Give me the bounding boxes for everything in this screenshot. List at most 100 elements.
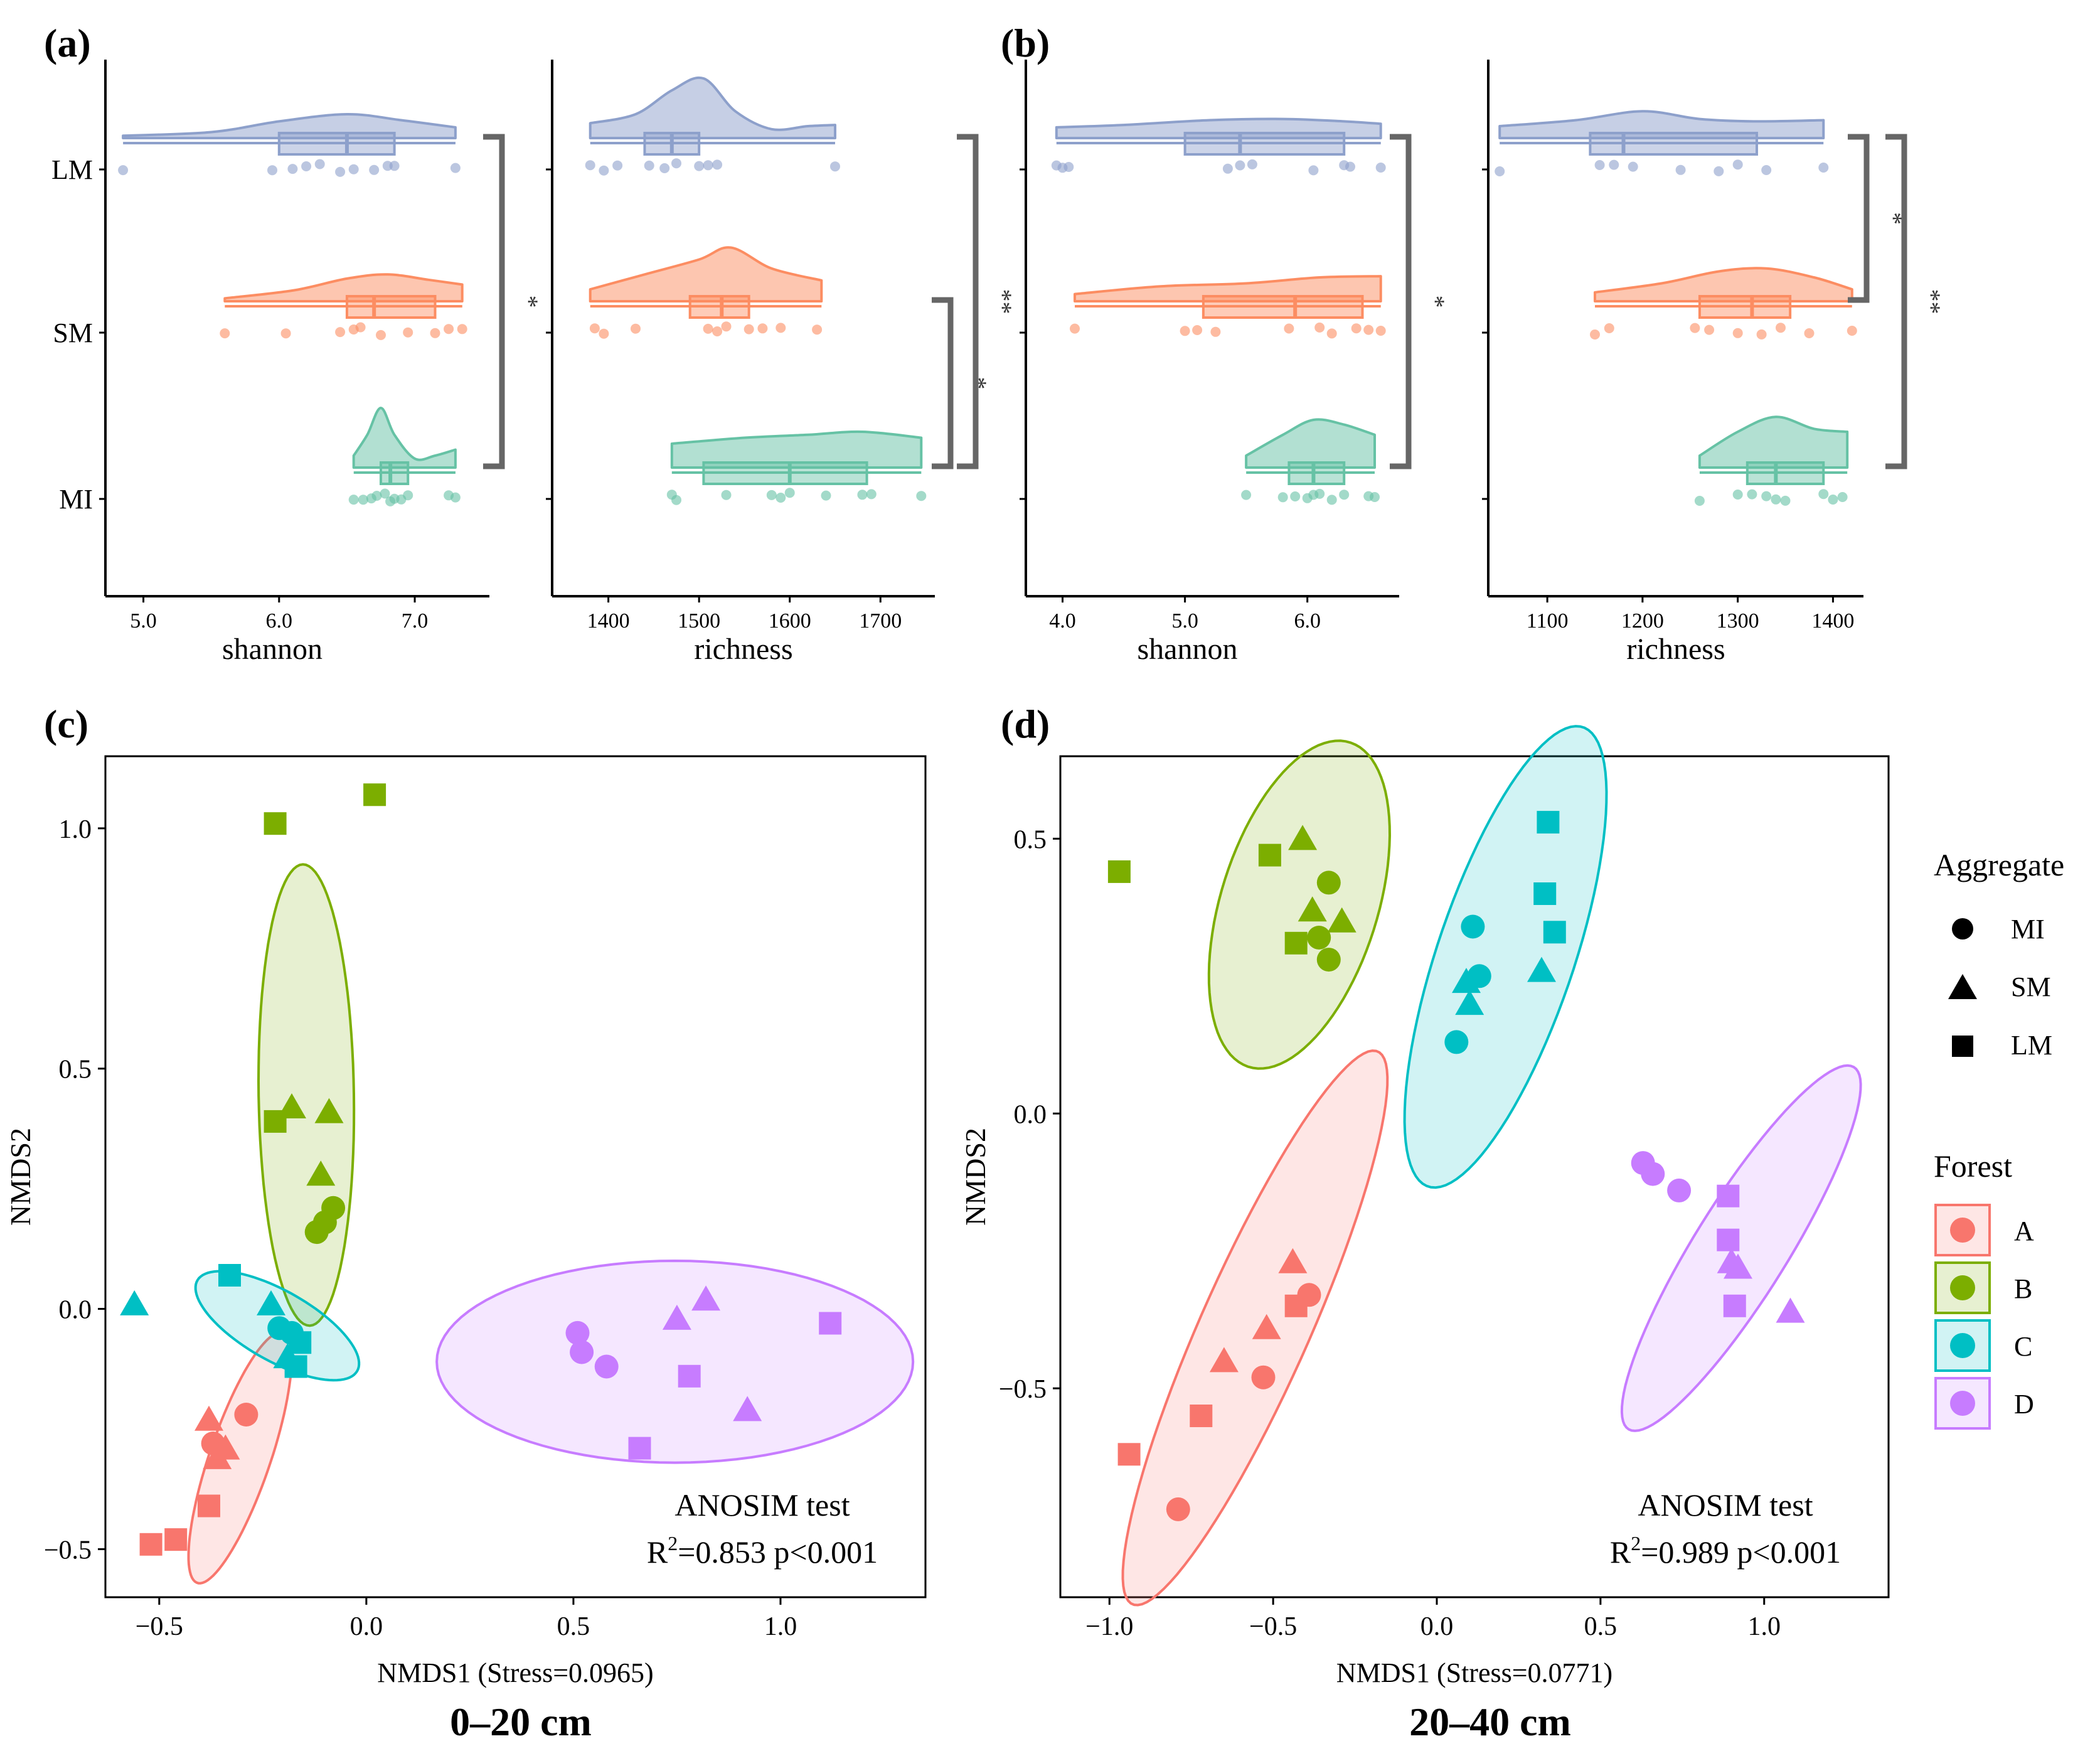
rain-point [1828, 495, 1838, 505]
point-sm-d [691, 1285, 721, 1311]
y-axis-title: NMDS2 [959, 1128, 991, 1226]
rain-point [457, 324, 467, 335]
rain-point [430, 328, 440, 338]
raincloud-b-shannon: 4.0 5.0 6.0 shannon * [1020, 60, 1450, 666]
rain-point [612, 160, 623, 171]
rain-point [220, 328, 230, 339]
significance-bracket [483, 134, 505, 469]
legend-key-dot-a [1950, 1218, 1975, 1243]
rain-point [1363, 324, 1374, 335]
rain-point [1704, 324, 1715, 335]
legend-aggregate-title: Aggregate [1934, 847, 2064, 882]
point-lm-a [164, 1528, 188, 1551]
density-mi [352, 407, 457, 469]
y-tick-label: −0.5 [44, 1536, 92, 1565]
rain-point [776, 323, 786, 333]
point-lm-a [1190, 1405, 1213, 1427]
rain-point [757, 323, 768, 334]
density-lm [1498, 110, 1825, 139]
point-lm-c [289, 1331, 312, 1354]
significance-label: ** [989, 289, 1017, 314]
rain-point [1594, 160, 1605, 170]
rain-point [403, 327, 413, 338]
rain-point [589, 323, 600, 334]
x-tick-label: 6.0 [266, 609, 293, 633]
point-lm-d [1723, 1294, 1746, 1317]
x-tick-label: 4.0 [1049, 609, 1076, 633]
significance-label: ** [1917, 289, 1946, 314]
point-sm-c [1452, 968, 1481, 993]
x-tick-label: 6.0 [1294, 609, 1321, 633]
point-mi-d [570, 1340, 594, 1364]
point-lm-c [218, 1264, 241, 1287]
rain-point [314, 159, 325, 169]
rain-point [1326, 495, 1337, 505]
point-sm-b [277, 1093, 306, 1118]
density-lm [589, 76, 836, 139]
point-sm-b [314, 1098, 344, 1123]
point-sm-b [1327, 907, 1356, 933]
raincloud-group-sm [1590, 267, 1857, 340]
point-lm-d [1717, 1228, 1740, 1251]
x-tick-label: 7.0 [402, 609, 429, 633]
legend-key-a [1934, 1204, 1991, 1256]
rain-point [371, 491, 382, 501]
x-tick-label: 1600 [769, 609, 811, 633]
y-tick-label: −0.5 [999, 1375, 1047, 1404]
raincloud-group-sm [589, 246, 823, 339]
rain-point [1732, 490, 1743, 500]
rain-point [1370, 492, 1380, 502]
rain-point [1747, 489, 1757, 500]
point-mi-a [1251, 1365, 1276, 1389]
ellipse-forest-d [1620, 1064, 1862, 1432]
legend-square-symbol [1952, 1036, 1973, 1057]
y-tick-label: SM [53, 318, 93, 348]
anosim-stats: R2=0.989 p<0.001 [1610, 1532, 1841, 1570]
point-sm-d [733, 1396, 762, 1421]
y-tick-label: 0.0 [59, 1296, 92, 1325]
x-tick-label: 0.5 [1584, 1612, 1618, 1641]
rain-point [1284, 323, 1294, 334]
point-lm-b [264, 812, 287, 835]
anosim-stats: R2=0.853 p<0.001 [647, 1532, 878, 1570]
legend-triangle-symbol [1948, 974, 1977, 999]
x-tick-label: 1700 [859, 609, 902, 633]
point-mi-d [594, 1354, 619, 1379]
rain-point [631, 323, 641, 334]
panel-label-d: (d) [1001, 702, 1050, 746]
box-mi [1746, 461, 1825, 485]
rain-point [403, 490, 413, 501]
point-sm-c [1455, 990, 1484, 1015]
density-mi [1245, 418, 1376, 469]
raincloud-group-lm [585, 76, 840, 176]
rain-point [380, 488, 390, 499]
point-sm-a [1209, 1347, 1239, 1373]
rain-point [1375, 163, 1386, 173]
significance-label: * [515, 296, 543, 308]
legend-circle-symbol [1952, 918, 1973, 940]
rain-point [599, 165, 609, 176]
depth-label-c: 0–20 cm [450, 1700, 592, 1744]
rain-point [1804, 328, 1815, 338]
rain-point [1761, 165, 1772, 175]
anosim-superscript: 2 [1631, 1532, 1641, 1555]
box-sm [1698, 295, 1792, 319]
significance-bracket [932, 297, 954, 469]
x-axis-title: richness [1626, 633, 1725, 666]
rain-point [599, 328, 609, 339]
point-mi-d [1667, 1178, 1692, 1202]
anosim-title: ANOSIM test [1638, 1487, 1813, 1523]
legend-key-dot-c [1950, 1333, 1975, 1358]
rain-point [335, 327, 346, 338]
y-tick-label: 0.5 [1014, 825, 1047, 854]
nmds-plot-d: −1.0 −0.5 0.0 0.5 1.0 −0.5 0.0 0.5 NMDS1 (Stress… [959, 725, 1890, 1688]
rain-point [703, 323, 713, 334]
x-tick-label: 1200 [1621, 609, 1664, 633]
point-mi-b [1316, 870, 1341, 895]
point-sm-b [1298, 896, 1327, 922]
y-tick-label: 1.0 [59, 815, 92, 844]
rain-point [1714, 166, 1724, 176]
legend-key-dot-b [1950, 1275, 1975, 1300]
